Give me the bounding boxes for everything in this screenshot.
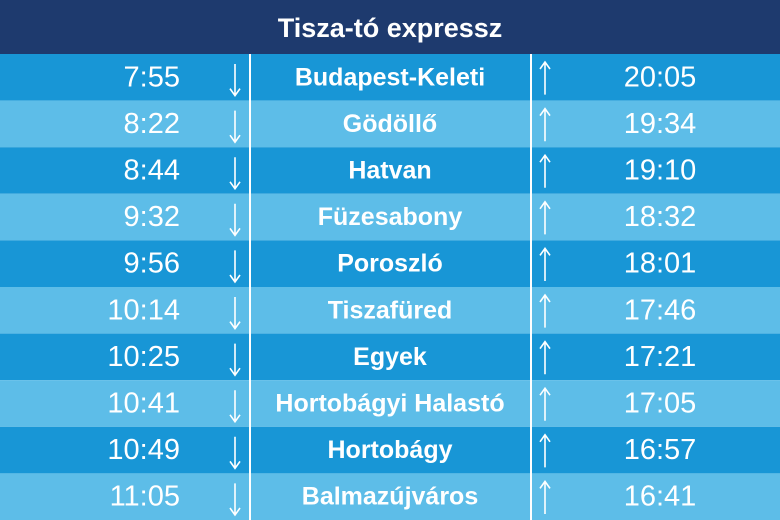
down-arrow bbox=[229, 203, 241, 237]
station-name: Egyek bbox=[353, 343, 427, 371]
up-arrow bbox=[539, 340, 551, 375]
row-background bbox=[0, 287, 780, 334]
station-name: Gödöllő bbox=[343, 110, 437, 138]
row-background bbox=[0, 473, 780, 520]
return-time: 18:01 bbox=[624, 248, 697, 280]
station-name: Hortobágyi Halastó bbox=[275, 390, 504, 418]
departure-time: 8:22 bbox=[124, 108, 180, 140]
up-arrow bbox=[539, 386, 551, 421]
row-background bbox=[0, 147, 780, 194]
up-arrow bbox=[539, 107, 551, 142]
departure-time: 8:44 bbox=[124, 155, 180, 187]
departure-time: 7:55 bbox=[124, 61, 180, 93]
departure-time: 9:32 bbox=[124, 201, 180, 233]
up-arrow bbox=[539, 153, 551, 188]
row-background bbox=[0, 100, 780, 148]
return-time: 20:05 bbox=[624, 61, 697, 93]
down-arrow bbox=[229, 157, 241, 191]
return-time: 16:57 bbox=[624, 434, 697, 466]
station-name: Budapest-Keleti bbox=[295, 63, 485, 91]
row-background bbox=[0, 426, 780, 474]
down-arrow bbox=[229, 390, 241, 424]
departure-time: 10:49 bbox=[107, 434, 180, 466]
down-arrow bbox=[229, 436, 241, 470]
station-name: Balmazújváros bbox=[302, 483, 478, 511]
return-time: 17:21 bbox=[624, 341, 697, 373]
station-name: Hatvan bbox=[348, 157, 431, 185]
down-arrow bbox=[229, 343, 241, 377]
down-arrow bbox=[229, 297, 241, 330]
return-time: 18:32 bbox=[624, 201, 697, 233]
station-name: Hortobágy bbox=[328, 436, 453, 464]
row-background bbox=[0, 333, 780, 381]
header-bar bbox=[0, 0, 780, 54]
up-arrow bbox=[539, 247, 551, 281]
return-time: 17:05 bbox=[624, 388, 697, 420]
down-arrow bbox=[229, 110, 241, 144]
row-background bbox=[0, 240, 780, 287]
title: Tisza-tó expressz bbox=[278, 13, 503, 43]
row-background bbox=[0, 193, 780, 241]
return-time: 16:41 bbox=[624, 481, 697, 513]
up-arrow bbox=[539, 433, 551, 468]
station-name: Füzesabony bbox=[318, 203, 463, 231]
departure-time: 10:25 bbox=[107, 341, 180, 373]
return-time: 17:46 bbox=[624, 294, 697, 326]
down-arrow bbox=[229, 483, 241, 517]
up-arrow bbox=[539, 60, 551, 95]
row-background bbox=[0, 380, 780, 427]
station-name: Tiszafüred bbox=[328, 296, 453, 324]
up-arrow bbox=[539, 200, 551, 235]
up-arrow bbox=[539, 480, 551, 514]
return-time: 19:10 bbox=[624, 155, 697, 187]
down-arrow bbox=[229, 64, 241, 97]
up-arrow bbox=[539, 293, 551, 328]
row-background bbox=[0, 54, 780, 101]
down-arrow bbox=[229, 250, 241, 284]
station-name: Poroszló bbox=[337, 250, 443, 278]
departure-time: 11:05 bbox=[110, 481, 180, 513]
departure-time: 9:56 bbox=[124, 248, 180, 280]
departure-time: 10:14 bbox=[107, 294, 180, 326]
return-time: 19:34 bbox=[624, 108, 697, 140]
departure-time: 10:41 bbox=[107, 388, 180, 420]
